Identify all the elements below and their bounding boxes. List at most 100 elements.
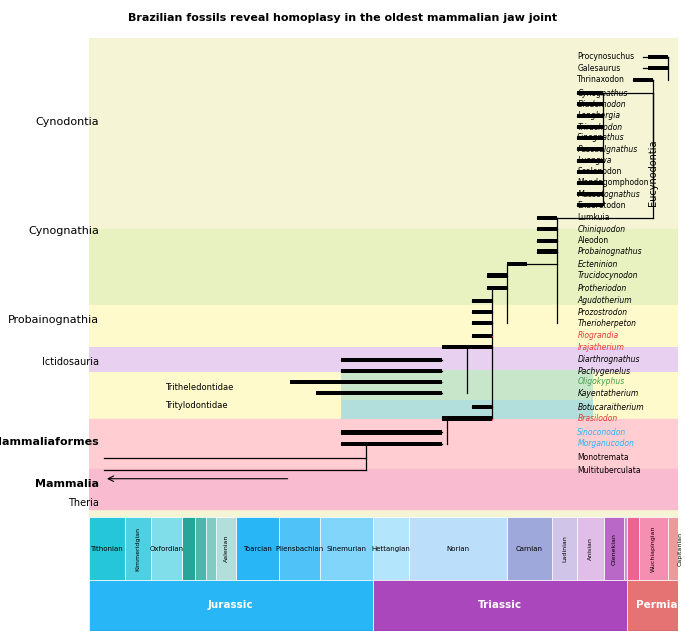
Bar: [577, 102, 603, 107]
Text: Trirachodon: Trirachodon: [577, 122, 623, 131]
Bar: [195, 517, 206, 580]
Text: Irajatherium: Irajatherium: [577, 343, 624, 351]
Text: Galesaurus: Galesaurus: [577, 64, 621, 73]
Text: Mammaliaformes: Mammaliaformes: [0, 437, 99, 447]
Text: Capitanian: Capitanian: [678, 532, 683, 565]
Bar: [472, 321, 492, 325]
Bar: [507, 262, 527, 266]
Bar: [125, 517, 151, 580]
Bar: [577, 170, 603, 174]
Bar: [577, 517, 603, 580]
Text: Toarcian: Toarcian: [242, 546, 272, 551]
Bar: [89, 38, 678, 232]
Bar: [89, 418, 678, 469]
Text: Cynognathus: Cynognathus: [577, 89, 628, 98]
Bar: [206, 517, 216, 580]
Bar: [89, 305, 678, 421]
Text: Permian: Permian: [636, 601, 685, 610]
Bar: [442, 345, 492, 349]
Text: Prozostrodon: Prozostrodon: [577, 308, 627, 317]
Text: Cynodontia: Cynodontia: [36, 117, 99, 127]
Text: Jurassic: Jurassic: [208, 601, 253, 610]
Text: Procynosuchus: Procynosuchus: [577, 52, 634, 61]
Text: Botucaraitherium: Botucaraitherium: [577, 403, 644, 411]
Bar: [341, 430, 442, 435]
Text: Ladinian: Ladinian: [562, 535, 567, 562]
Text: Hettangian: Hettangian: [371, 546, 410, 551]
Text: Massetognathus: Massetognathus: [577, 190, 640, 199]
Bar: [236, 517, 279, 580]
Bar: [537, 216, 558, 220]
Bar: [89, 229, 678, 307]
Text: Chiniquodon: Chiniquodon: [577, 225, 625, 233]
Bar: [89, 580, 373, 631]
Bar: [472, 405, 492, 410]
Text: Riograndia: Riograndia: [577, 331, 619, 340]
Bar: [577, 203, 603, 208]
Bar: [638, 517, 668, 580]
Text: Ictidosauria: Ictidosauria: [42, 357, 99, 367]
Text: Monotremata: Monotremata: [577, 453, 629, 462]
Text: Brazilian fossils reveal homoplasy in the oldest mammalian jaw joint: Brazilian fossils reveal homoplasy in th…: [128, 13, 557, 23]
Text: Kayentatherium: Kayentatherium: [577, 389, 638, 398]
Bar: [373, 580, 627, 631]
Text: Theria: Theria: [68, 498, 99, 508]
Bar: [537, 239, 558, 243]
Text: Probainognathia: Probainognathia: [8, 315, 99, 325]
Bar: [89, 347, 678, 372]
Text: Aleodon: Aleodon: [577, 236, 608, 245]
Bar: [279, 517, 320, 580]
Bar: [409, 517, 507, 580]
Bar: [341, 358, 442, 362]
Text: Tithonian: Tithonian: [90, 546, 123, 551]
Text: Diademodon: Diademodon: [577, 100, 626, 109]
Bar: [341, 442, 442, 446]
Bar: [627, 580, 685, 631]
Text: Sinognathus: Sinognathus: [577, 134, 625, 143]
Text: Tritylodontidae: Tritylodontidae: [164, 401, 227, 410]
Bar: [472, 310, 492, 314]
Bar: [648, 66, 668, 70]
Bar: [537, 227, 558, 232]
Bar: [577, 181, 603, 185]
Text: Triassic: Triassic: [478, 601, 522, 610]
Text: Ecteninion: Ecteninion: [577, 260, 618, 269]
Bar: [552, 517, 577, 580]
Bar: [633, 78, 653, 82]
Text: Mammalia: Mammalia: [35, 479, 99, 489]
Text: Oxfordian: Oxfordian: [149, 546, 184, 551]
Bar: [603, 517, 624, 580]
Bar: [537, 249, 558, 254]
Bar: [472, 298, 492, 303]
Text: Kimmeridgian: Kimmeridgian: [136, 527, 140, 570]
Text: Diarthrognathus: Diarthrognathus: [577, 355, 640, 364]
Bar: [668, 517, 685, 580]
Text: Pascualgnathus: Pascualgnathus: [577, 145, 638, 154]
Bar: [89, 469, 678, 509]
Text: Olenekian: Olenekian: [611, 533, 616, 565]
Text: Exaeretodon: Exaeretodon: [577, 201, 626, 209]
Text: Protheriodon: Protheriodon: [577, 284, 627, 293]
Bar: [577, 158, 603, 163]
Bar: [577, 91, 603, 95]
Bar: [627, 517, 638, 580]
Bar: [442, 416, 492, 421]
Bar: [216, 517, 236, 580]
Text: Agudotherium: Agudotherium: [577, 297, 632, 305]
Bar: [507, 517, 552, 580]
Bar: [182, 517, 195, 580]
Text: Brasilodon: Brasilodon: [577, 414, 618, 423]
Bar: [89, 517, 125, 580]
Text: Trucidocynodon: Trucidocynodon: [577, 271, 638, 280]
Text: Pliensbachian: Pliensbachian: [275, 546, 323, 551]
Bar: [472, 334, 492, 338]
Text: Scalenodon: Scalenodon: [577, 167, 622, 176]
Text: Luangwa: Luangwa: [577, 156, 612, 165]
Bar: [290, 380, 442, 384]
Text: Oligokyphus: Oligokyphus: [577, 377, 625, 386]
Text: Wuchiapingian: Wuchiapingian: [651, 526, 656, 572]
Bar: [151, 517, 182, 580]
Text: Thrinaxodon: Thrinaxodon: [577, 76, 625, 85]
Text: Tritheledontidae: Tritheledontidae: [164, 382, 233, 391]
Bar: [373, 517, 409, 580]
